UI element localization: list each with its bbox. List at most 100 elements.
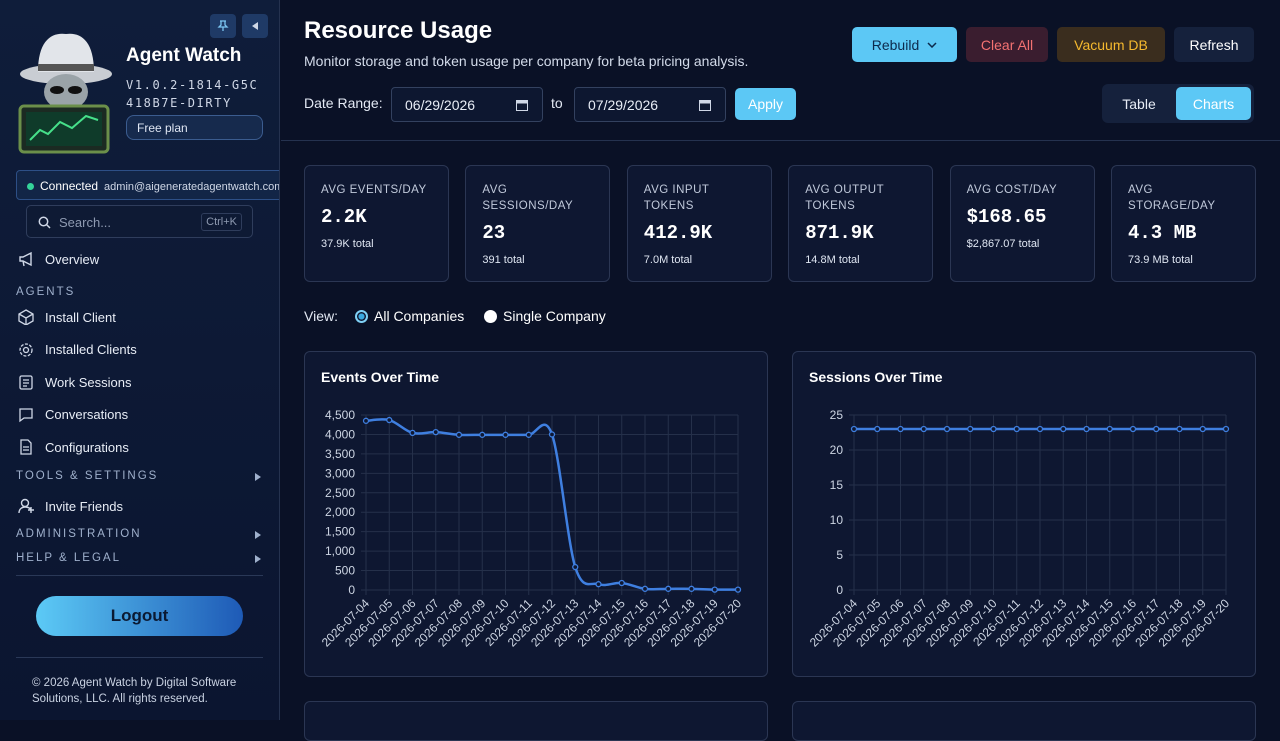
date-separator: to	[551, 95, 563, 111]
pin-button[interactable]	[210, 14, 236, 38]
stat-value: 4.3 MB	[1128, 222, 1197, 244]
nav-icon	[19, 375, 33, 390]
data-point	[990, 425, 997, 433]
section-label: HELP & LEGAL	[16, 552, 121, 564]
search-box[interactable]: Search... Ctrl+K	[26, 205, 253, 238]
data-point	[850, 425, 858, 433]
charts-toggle[interactable]: Charts	[1176, 87, 1251, 120]
chart-card: Sessions Over Time 0 5 10 15 20 25 2026-07-04 20…	[792, 351, 1256, 677]
data-point	[734, 586, 742, 593]
user-email: admin@aigeneratedagentwatch.com	[104, 181, 280, 193]
y-tick-label: 15	[830, 478, 844, 492]
nav-icon	[19, 407, 33, 422]
stat-card: AVG STORAGE/DAY 4.3 MB 73.9 MB total	[1111, 165, 1256, 282]
data-point	[897, 425, 904, 433]
date-range-label: Date Range:	[304, 95, 383, 111]
header-divider	[281, 140, 1280, 141]
y-tick-label: 2,000	[325, 505, 355, 519]
stat-total: 14.8M total	[805, 254, 860, 266]
version: V1.0.2-1814-G5C418B7E-DIRTY	[126, 78, 259, 110]
nav-item[interactable]: Installed Clients	[18, 342, 137, 358]
rebuild-button[interactable]: Rebuild	[852, 27, 957, 62]
nav-item[interactable]: Work Sessions	[18, 374, 131, 390]
data-point	[641, 585, 649, 592]
nav-label: Work Sessions	[45, 374, 132, 390]
data-point	[618, 579, 625, 587]
section-heading: AGENTS	[16, 286, 76, 298]
data-point	[1129, 425, 1137, 433]
stat-label: AVG OUTPUT TOKENS	[805, 184, 884, 212]
nav-item[interactable]: Conversations	[18, 407, 128, 423]
section-heading[interactable]: ADMINISTRATION	[16, 528, 263, 540]
stat-card: AVG EVENTS/DAY 2.2K 37.9K total	[304, 165, 449, 282]
nav-icon	[19, 342, 33, 357]
collapse-button[interactable]	[242, 14, 268, 38]
nav-item[interactable]: Install Client	[18, 309, 116, 325]
data-point	[1153, 425, 1160, 433]
stat-total: 37.9K total	[321, 238, 374, 250]
data-point	[1106, 425, 1113, 433]
nav-label: Configurations	[45, 439, 129, 455]
clear-button[interactable]: Clear All	[966, 27, 1048, 62]
data-point	[920, 425, 927, 433]
status: Connected	[40, 179, 99, 193]
stat-label: AVG EVENTS/DAY	[321, 184, 427, 196]
section-heading[interactable]: HELP & LEGAL	[16, 552, 263, 564]
data-line	[365, 418, 739, 591]
app-name: Agent Watch	[126, 45, 242, 66]
data-point	[525, 431, 532, 438]
y-tick-label: 4,000	[325, 427, 355, 441]
radio-label: All Companies	[374, 308, 465, 324]
logout-button[interactable]: Logout	[36, 596, 243, 636]
stat-label: AVG COST/DAY	[966, 184, 1058, 196]
data-point	[362, 417, 370, 424]
apply-button[interactable]: Apply	[735, 88, 796, 120]
chart-card: Events Over Time 0 500 1,000 1,500 2,000 2,500…	[304, 351, 768, 677]
section-label: ADMINISTRATION	[16, 528, 142, 540]
section-label: TOOLS & SETTINGS	[16, 470, 159, 482]
button-label: Rebuild	[871, 36, 920, 53]
refresh-button[interactable]: Refresh	[1174, 27, 1254, 62]
nav-item[interactable]: Configurations	[18, 439, 129, 455]
radio-option[interactable]: All Companies	[355, 308, 464, 324]
search-placeholder: Search...	[59, 215, 112, 230]
chart: Sessions Over Time05101520252026-07-0420…	[807, 369, 1233, 650]
nav-item[interactable]: Invite Friends	[18, 498, 123, 514]
stat-total: 73.9 MB total	[1128, 254, 1193, 266]
data-point	[1222, 425, 1230, 433]
y-tick-label: 5	[836, 548, 843, 562]
data-point	[572, 563, 579, 571]
radio-option[interactable]: Single Company	[484, 308, 606, 324]
y-tick-label: 2,500	[325, 486, 355, 500]
nav-item[interactable]: Overview	[18, 251, 99, 267]
stat-value: $168.65	[966, 206, 1047, 228]
section-heading[interactable]: TOOLS & SETTINGS	[16, 470, 263, 482]
stat-total: $2,867.07 total	[966, 238, 1040, 250]
end-date[interactable]: 07/29/2026	[574, 87, 726, 122]
date-value: 06/29/2026	[405, 97, 476, 113]
stat-label: AVG INPUT TOKENS	[643, 184, 710, 212]
table-toggle[interactable]: Table	[1122, 95, 1156, 112]
stat-value: 412.9K	[643, 222, 713, 244]
data-point	[943, 425, 951, 433]
radio-label: Single Company	[503, 308, 606, 324]
footer: © 2026 Agent Watch by Digital Software S…	[32, 677, 237, 705]
data-point	[688, 585, 695, 592]
data-point	[432, 428, 439, 436]
stat-label: AVG SESSIONS/DAY	[482, 184, 574, 212]
page-subtitle: Monitor storage and token usage per comp…	[304, 53, 749, 69]
start-date[interactable]: 06/29/2026	[391, 87, 543, 122]
divider	[16, 575, 263, 576]
data-point	[1036, 425, 1044, 433]
data-point	[595, 581, 602, 588]
connection-status: Connected admin@aigeneratedagentwatch.com	[16, 170, 280, 200]
stat-card: AVG SESSIONS/DAY 23 391 total	[465, 165, 611, 282]
sidebar: Agent Watch V1.0.2-1814-G5C418B7E-DIRTY …	[0, 0, 280, 720]
stat-label: AVG STORAGE/DAY	[1128, 184, 1216, 212]
vacuum-button[interactable]: Vacuum DB	[1057, 27, 1165, 62]
plan-badge: Free plan	[126, 115, 263, 140]
nav-label: Install Client	[45, 309, 116, 325]
stat-value: 871.9K	[805, 222, 874, 244]
stat-total: 391 total	[482, 254, 525, 266]
